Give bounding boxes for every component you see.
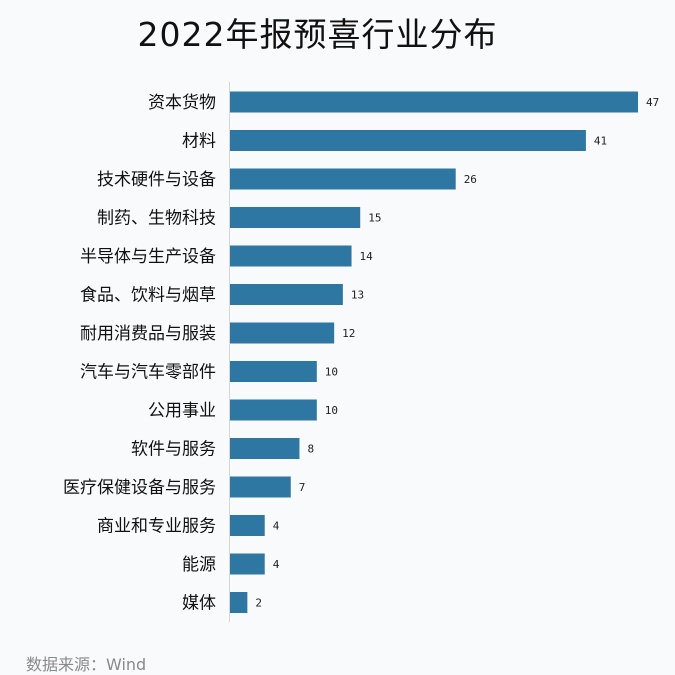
- value-label: 10: [325, 366, 338, 379]
- category-label: 资本货物: [148, 93, 216, 113]
- bar: [230, 515, 265, 536]
- bar: [230, 245, 352, 267]
- value-label: 15: [368, 212, 381, 225]
- value-label: 4: [273, 520, 280, 533]
- value-label: 12: [342, 327, 355, 340]
- source-note: 数据来源：Wind: [26, 655, 147, 674]
- value-label: 41: [594, 135, 607, 148]
- bar: [230, 207, 361, 228]
- category-label: 商业和专业服务: [97, 517, 216, 537]
- bar: [230, 168, 456, 190]
- category-label: 耐用消费品与服装: [80, 324, 216, 344]
- bar: [230, 130, 586, 151]
- chart-title: 2022年报预喜行业分布: [137, 15, 498, 54]
- category-label: 软件与服务: [131, 440, 216, 460]
- value-label: 8: [307, 443, 314, 456]
- category-label: 半导体与生产设备: [80, 247, 216, 267]
- category-label: 媒体: [182, 594, 216, 614]
- value-label: 13: [351, 289, 364, 302]
- category-label: 能源: [182, 555, 216, 575]
- category-label: 技术硬件与设备: [97, 170, 216, 190]
- value-label: 2: [255, 597, 262, 610]
- bar: [230, 91, 638, 113]
- value-label: 14: [360, 250, 374, 263]
- value-label: 26: [464, 173, 477, 186]
- category-label: 汽车与汽车零部件: [80, 363, 216, 383]
- bar: [230, 284, 343, 305]
- category-label: 材料: [182, 132, 216, 152]
- bar: [230, 399, 317, 421]
- value-label: 4: [273, 558, 280, 571]
- category-label: 公用事业: [148, 401, 216, 421]
- bar: [230, 361, 317, 382]
- category-label: 医疗保健设备与服务: [63, 478, 216, 498]
- value-label: 10: [325, 404, 338, 417]
- category-label: 食品、饮料与烟草: [80, 286, 216, 306]
- category-label: 制药、生物科技: [97, 209, 216, 229]
- value-label: 47: [646, 96, 659, 109]
- bar: [230, 553, 265, 575]
- bar: [230, 438, 300, 459]
- bar: [230, 322, 335, 344]
- bar: [230, 592, 248, 613]
- value-label: 7: [299, 481, 306, 494]
- bar: [230, 476, 291, 498]
